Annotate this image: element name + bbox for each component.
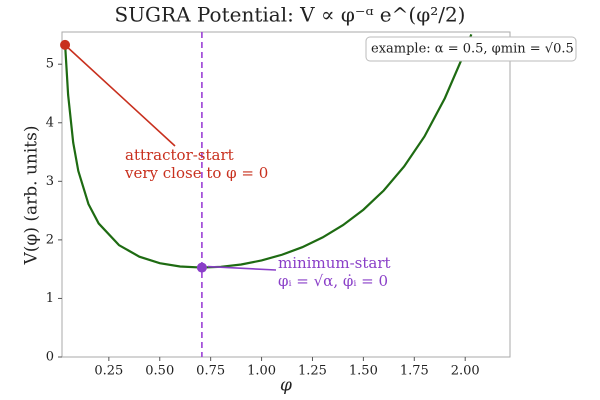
annotation-note: φᵢ = √α, φ̇ᵢ = 0 (278, 272, 388, 290)
x-tick-label: 2.00 (451, 364, 480, 379)
x-tick-label: 1.50 (349, 364, 378, 379)
x-tick-label: 0.75 (196, 364, 225, 379)
plot-frame (61, 31, 511, 358)
y-tick-label: 1 (46, 291, 54, 306)
annotation-arrow (66, 46, 176, 147)
y-tick-label: 5 (46, 57, 54, 72)
y-tick-label: 3 (46, 174, 54, 189)
annotation-label: minimum-start (278, 254, 391, 272)
y-axis-label: V(φ) (arb. units) (22, 126, 42, 266)
legend-box (365, 36, 577, 62)
y-tick-label: 4 (46, 115, 54, 130)
x-tick-label: 1.00 (247, 364, 276, 379)
legend-text: example: α = 0.5, φmin = √0.5 (371, 42, 574, 57)
annotation-label: attractor-start (125, 146, 234, 164)
annotation-note: very close to φ = 0 (124, 164, 268, 182)
marker (60, 39, 71, 50)
x-tick-label: 1.25 (298, 364, 327, 379)
marker (196, 262, 207, 273)
chart-title: SUGRA Potential: V ∝ φ⁻ᵅ e^(φ²/2) (115, 3, 466, 27)
annotation-arrow (207, 265, 277, 271)
y-tick-label: 2 (46, 232, 54, 247)
x-axis-label: φ (280, 376, 292, 396)
x-tick-label: 1.75 (400, 364, 429, 379)
x-tick-label: 0.50 (145, 364, 174, 379)
x-tick-label: 0.25 (94, 364, 123, 379)
y-tick-label: 0 (46, 350, 54, 365)
curve (63, 33, 473, 269)
